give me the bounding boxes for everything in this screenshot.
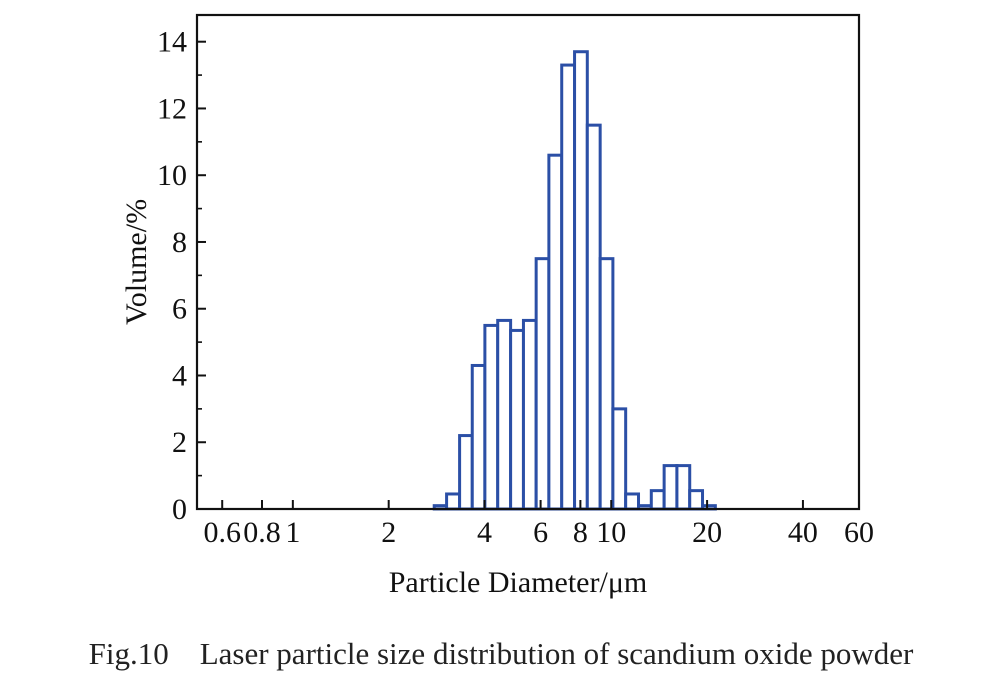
- histogram-bar: [560, 63, 577, 511]
- x-tick-label: 0.6: [203, 516, 241, 549]
- x-tick-label: 6: [533, 516, 548, 549]
- y-tick-label: 6: [172, 293, 187, 326]
- y-tick-label: 4: [172, 359, 187, 392]
- figure-caption: Fig.10 Laser particle size distribution …: [88, 636, 914, 671]
- histogram-bar: [675, 464, 692, 511]
- histogram-bar: [496, 318, 513, 511]
- y-tick-label: 0: [172, 493, 187, 526]
- x-tick-label: 20: [692, 516, 722, 549]
- y-tick-label: 2: [172, 426, 187, 459]
- x-tick-label: 4: [477, 516, 492, 549]
- histogram-bar: [649, 489, 666, 511]
- x-tick-label: 8: [573, 516, 588, 549]
- histogram-bar: [585, 123, 602, 511]
- y-tick-label: 14: [157, 26, 187, 59]
- histogram-bar: [624, 492, 641, 511]
- histogram-bar: [662, 464, 679, 511]
- x-tick-label: 10: [596, 516, 626, 549]
- histogram-bar: [470, 363, 487, 511]
- y-ticks: 0 2 4 6 8 10 12 14: [157, 26, 206, 526]
- histogram-bar: [611, 407, 628, 511]
- histogram-bar: [547, 153, 564, 511]
- histogram-bar: [445, 492, 462, 511]
- histogram-bar: [534, 257, 551, 511]
- x-tick-label: 2: [381, 516, 396, 549]
- histogram-bar: [458, 434, 474, 511]
- y-axis-label: Volume/%: [120, 199, 153, 325]
- x-tick-label: 0.8: [243, 516, 281, 549]
- x-tick-label: 1: [285, 516, 300, 549]
- x-axis-label: Particle Diameter/μm: [389, 566, 648, 599]
- y-tick-label: 12: [157, 92, 187, 125]
- plot-frame: [195, 13, 861, 511]
- histogram-bar: [573, 50, 589, 511]
- histogram-bar: [509, 328, 525, 511]
- x-tick-label: 60: [844, 516, 874, 549]
- histogram-bar: [688, 489, 705, 511]
- y-tick-label: 10: [157, 159, 187, 192]
- y-tick-label: 8: [172, 226, 187, 259]
- x-tick-label: 40: [788, 516, 818, 549]
- histogram-bar: [521, 318, 538, 511]
- x-ticks: 0.6 0.8 1 2 4 6 8 10 20 40 60: [203, 500, 874, 549]
- histogram-bar: [483, 323, 500, 511]
- bars-group: [432, 50, 717, 511]
- histogram-bar: [598, 257, 615, 511]
